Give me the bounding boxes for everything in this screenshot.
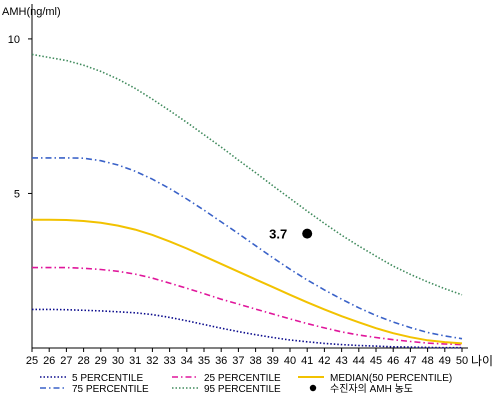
x-tick-label: 46 bbox=[387, 355, 399, 367]
x-tick-label: 45 bbox=[370, 355, 382, 367]
x-tick-label: 37 bbox=[232, 355, 244, 367]
series-line bbox=[32, 308, 462, 349]
x-tick-label: 36 bbox=[215, 355, 227, 367]
patient-amh-label: 3.7 bbox=[269, 227, 287, 242]
x-tick-label: 33 bbox=[163, 355, 175, 367]
x-axis-label: 나이 bbox=[471, 354, 493, 368]
x-tick-label: 31 bbox=[129, 355, 141, 367]
x-tick-label: 44 bbox=[353, 355, 365, 367]
x-tick-label: 38 bbox=[249, 355, 261, 367]
x-tick-label: 32 bbox=[146, 355, 158, 367]
y-tick-label: 5 bbox=[14, 188, 20, 200]
legend-label: 5 PERCENTILE bbox=[72, 373, 143, 384]
legend-label: 수진자의 AMH 농도 bbox=[330, 383, 413, 395]
x-tick-label: 29 bbox=[95, 355, 107, 367]
x-tick-label: 49 bbox=[439, 355, 451, 367]
x-tick-label: 50 bbox=[456, 355, 468, 367]
x-tick-label: 26 bbox=[43, 355, 55, 367]
axes: AMH(ng/ml) 나이 5 10 25 26 27 28 29 30 31 32 33 34 35 36 3… bbox=[2, 4, 493, 368]
patient-amh-point bbox=[302, 228, 313, 239]
series-lines bbox=[31, 53, 463, 349]
legend-marker-dot bbox=[309, 384, 317, 392]
series-line bbox=[31, 53, 463, 296]
legend-label: 75 PERCENTILE bbox=[72, 384, 149, 395]
x-tick-label: 25 bbox=[26, 355, 38, 367]
legend-label: 95 PERCENTILE bbox=[204, 384, 281, 395]
y-axis-label: AMH(ng/ml) bbox=[2, 6, 61, 18]
series-line bbox=[32, 266, 463, 346]
x-tick-label: 30 bbox=[112, 355, 124, 367]
legend-label: 25 PERCENTILE bbox=[204, 373, 281, 384]
y-tick-label: 10 bbox=[8, 34, 20, 46]
series-line bbox=[32, 157, 463, 340]
x-tick-label: 40 bbox=[284, 355, 296, 367]
x-tick-label: 27 bbox=[60, 355, 72, 367]
x-tick-label: 41 bbox=[301, 355, 313, 367]
legend: 5 PERCENTILE 25 PERCENTILE MEDIAN(50 PERCE… bbox=[40, 373, 452, 395]
series-line bbox=[32, 218, 463, 345]
x-tick-label: 28 bbox=[77, 355, 89, 367]
legend-label: MEDIAN(50 PERCENTILE) bbox=[330, 373, 452, 384]
x-tick-label: 47 bbox=[404, 355, 416, 367]
x-tick-label: 43 bbox=[335, 355, 347, 367]
x-tick-label: 42 bbox=[318, 355, 330, 367]
x-tick-label: 35 bbox=[198, 355, 210, 367]
x-tick-label: 39 bbox=[267, 355, 279, 367]
x-tick-label: 48 bbox=[421, 355, 433, 367]
x-tick-label: 34 bbox=[181, 355, 193, 367]
patient-marker: 3.7 bbox=[269, 227, 313, 242]
